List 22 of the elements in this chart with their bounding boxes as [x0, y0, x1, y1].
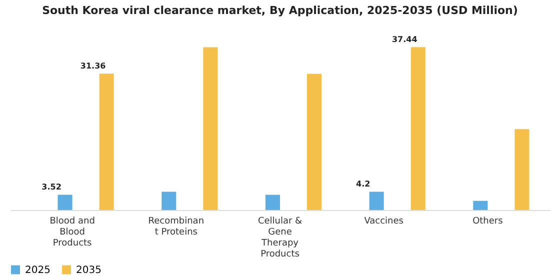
bar — [162, 192, 176, 210]
bar — [473, 200, 488, 210]
bar — [203, 47, 218, 210]
legend-label: 2025 — [25, 264, 50, 276]
chart-title: South Korea viral clearance market, By Application, 2025-2035 (USD Million) — [42, 4, 518, 17]
data-label: 3.52 — [42, 182, 62, 192]
x-tick-label: Cellular & Gene Therapy Products — [258, 216, 302, 260]
bar — [265, 194, 280, 210]
x-tick-label: Others — [472, 216, 504, 226]
bar — [307, 74, 322, 210]
data-label: 37.44 — [392, 35, 418, 44]
data-label: 31.36 — [80, 62, 106, 71]
bar — [369, 192, 384, 210]
x-tick-label: Vaccines — [364, 216, 404, 226]
x-tick-label: Blood and Blood Products — [50, 216, 95, 248]
bar — [58, 194, 72, 210]
bar — [514, 129, 530, 210]
data-label: 4.2 — [356, 180, 370, 189]
x-tick-label: Recombinan t Proteins — [148, 216, 204, 238]
bar — [410, 47, 426, 210]
legend-label: 2035 — [76, 264, 102, 276]
bar — [99, 74, 114, 210]
